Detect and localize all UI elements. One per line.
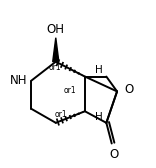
Text: or1: or1 xyxy=(64,86,76,95)
Polygon shape xyxy=(53,38,59,62)
Text: O: O xyxy=(124,83,133,96)
Text: or1: or1 xyxy=(49,63,61,72)
Text: H: H xyxy=(95,66,103,75)
Text: NH: NH xyxy=(10,74,27,87)
Text: or1: or1 xyxy=(55,110,67,119)
Text: O: O xyxy=(110,149,119,161)
Text: H: H xyxy=(95,112,103,122)
Text: OH: OH xyxy=(47,23,65,36)
